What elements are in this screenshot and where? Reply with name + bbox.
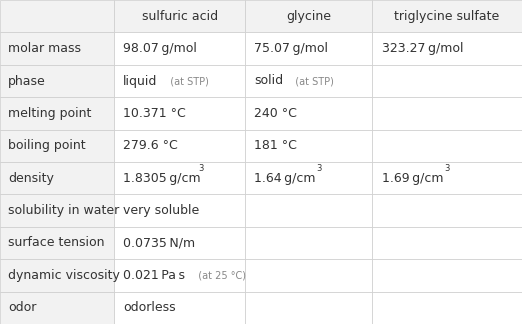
Bar [114, 292, 245, 324]
Bar [372, 32, 522, 65]
Text: 75.07 g/mol: 75.07 g/mol [254, 42, 328, 55]
Text: triglycine sulfate: triglycine sulfate [394, 10, 500, 23]
Bar [372, 65, 522, 97]
Bar [245, 130, 372, 162]
Bar [245, 227, 372, 259]
Text: melting point: melting point [8, 107, 91, 120]
Bar [0, 162, 114, 194]
Bar [372, 259, 522, 292]
Text: odor: odor [8, 301, 37, 314]
Bar [0, 0, 114, 32]
Bar [114, 227, 245, 259]
Text: solubility in water: solubility in water [8, 204, 119, 217]
Text: boiling point: boiling point [8, 139, 86, 152]
Text: 1.69 g/cm: 1.69 g/cm [382, 172, 444, 185]
Text: sulfuric acid: sulfuric acid [141, 10, 218, 23]
Bar [245, 65, 372, 97]
Bar [0, 259, 114, 292]
Bar [372, 130, 522, 162]
Text: 181 °C: 181 °C [254, 139, 297, 152]
Bar [245, 97, 372, 130]
Text: 10.371 °C: 10.371 °C [123, 107, 186, 120]
Text: (at STP): (at STP) [289, 76, 334, 86]
Bar [372, 162, 522, 194]
Text: 3: 3 [444, 164, 449, 173]
Bar [372, 227, 522, 259]
Text: 98.07 g/mol: 98.07 g/mol [123, 42, 197, 55]
Text: very soluble: very soluble [123, 204, 199, 217]
Text: 279.6 °C: 279.6 °C [123, 139, 178, 152]
Bar [245, 259, 372, 292]
Text: 1.8305 g/cm: 1.8305 g/cm [123, 172, 200, 185]
Text: phase: phase [8, 75, 46, 87]
Text: surface tension: surface tension [8, 237, 104, 249]
Bar [0, 97, 114, 130]
Bar [372, 0, 522, 32]
Bar [245, 0, 372, 32]
Text: (at STP): (at STP) [164, 76, 209, 86]
Bar [114, 32, 245, 65]
Bar [114, 65, 245, 97]
Text: liquid: liquid [123, 75, 157, 87]
Bar [0, 130, 114, 162]
Bar [114, 97, 245, 130]
Text: 1.64 g/cm: 1.64 g/cm [254, 172, 316, 185]
Bar [0, 32, 114, 65]
Bar [114, 259, 245, 292]
Text: 323.27 g/mol: 323.27 g/mol [382, 42, 464, 55]
Text: 3: 3 [199, 164, 204, 173]
Bar [114, 0, 245, 32]
Bar [0, 65, 114, 97]
Text: 0.0735 N/m: 0.0735 N/m [123, 237, 195, 249]
Bar [114, 194, 245, 227]
Text: dynamic viscosity: dynamic viscosity [8, 269, 120, 282]
Bar [245, 292, 372, 324]
Text: glycine: glycine [286, 10, 331, 23]
Text: (at 25 °C): (at 25 °C) [192, 271, 246, 280]
Text: density: density [8, 172, 54, 185]
Bar [0, 227, 114, 259]
Text: 240 °C: 240 °C [254, 107, 297, 120]
Bar [114, 162, 245, 194]
Bar [245, 162, 372, 194]
Text: 3: 3 [316, 164, 322, 173]
Bar [0, 292, 114, 324]
Text: solid: solid [254, 75, 283, 87]
Text: molar mass: molar mass [8, 42, 81, 55]
Text: 0.021 Pa s: 0.021 Pa s [123, 269, 185, 282]
Bar [372, 97, 522, 130]
Bar [114, 130, 245, 162]
Bar [0, 194, 114, 227]
Bar [372, 292, 522, 324]
Bar [372, 194, 522, 227]
Text: odorless: odorless [123, 301, 175, 314]
Bar [245, 194, 372, 227]
Bar [245, 32, 372, 65]
